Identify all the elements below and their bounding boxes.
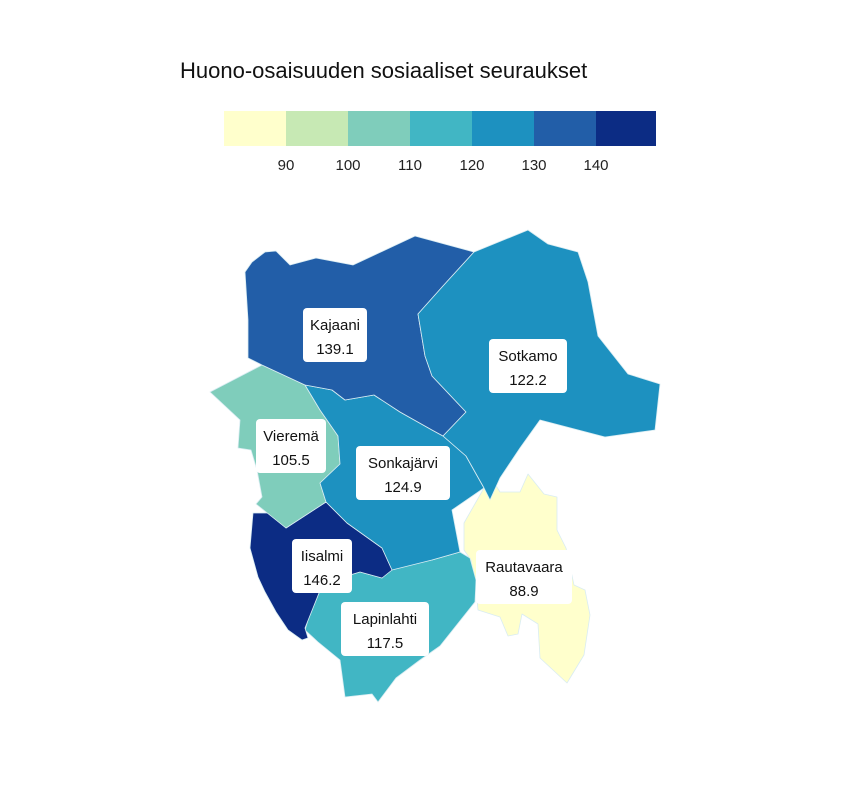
label-value-vierema: 105.5	[272, 452, 310, 469]
legend-tick-110: 110	[398, 157, 422, 174]
label-vierema: Vieremä 105.5	[256, 419, 326, 473]
label-value-lapinlahti: 117.5	[367, 635, 403, 652]
legend-bin-1	[286, 111, 348, 146]
label-value-iisalmi: 146.2	[303, 572, 341, 589]
legend-tick-130: 130	[521, 157, 546, 174]
legend-bin-2	[348, 111, 410, 146]
legend-tick-120: 120	[459, 157, 484, 174]
label-box-iisalmi	[292, 539, 352, 593]
label-lapinlahti: Lapinlahti 117.5	[341, 602, 429, 656]
label-name-vierema: Vieremä	[263, 428, 319, 445]
label-name-iisalmi: Iisalmi	[301, 548, 344, 565]
region-labels: Kajaani 139.1 Sotkamo 122.2 Vieremä 105.5 Sonk…	[256, 308, 572, 656]
label-name-sonkajarvi: Sonkajärvi	[368, 455, 438, 472]
label-name-kajaani: Kajaani	[310, 317, 360, 334]
legend-bin-3	[410, 111, 472, 146]
legend-bin-5	[534, 111, 596, 146]
legend-bin-6	[596, 111, 656, 146]
label-name-sotkamo: Sotkamo	[498, 348, 557, 365]
label-box-vierema	[256, 419, 326, 473]
label-value-rautavaara: 88.9	[509, 583, 538, 600]
legend: 90 100 110 120 130 140	[224, 111, 656, 174]
label-value-kajaani: 139.1	[316, 341, 354, 358]
label-box-sotkamo	[489, 339, 567, 393]
label-sotkamo: Sotkamo 122.2	[489, 339, 567, 393]
label-box-sonkajarvi	[356, 446, 450, 500]
label-value-sonkajarvi: 124.9	[384, 479, 422, 496]
legend-bin-4	[472, 111, 534, 146]
label-value-sotkamo: 122.2	[509, 372, 547, 389]
legend-tick-140: 140	[583, 157, 608, 174]
map-title: Huono-osaisuuden sosiaaliset seuraukset	[180, 58, 587, 83]
label-name-rautavaara: Rautavaara	[485, 559, 563, 576]
label-box-kajaani	[303, 308, 367, 362]
label-box-rautavaara	[476, 550, 572, 604]
legend-tick-90: 90	[278, 157, 295, 174]
label-rautavaara: Rautavaara 88.9	[476, 550, 572, 604]
legend-bin-0	[224, 111, 286, 146]
legend-tick-100: 100	[335, 157, 360, 174]
label-iisalmi: Iisalmi 146.2	[292, 539, 352, 593]
label-kajaani: Kajaani 139.1	[303, 308, 367, 362]
label-name-lapinlahti: Lapinlahti	[353, 611, 417, 628]
label-box-lapinlahti	[341, 602, 429, 656]
label-sonkajarvi: Sonkajärvi 124.9	[356, 446, 450, 500]
